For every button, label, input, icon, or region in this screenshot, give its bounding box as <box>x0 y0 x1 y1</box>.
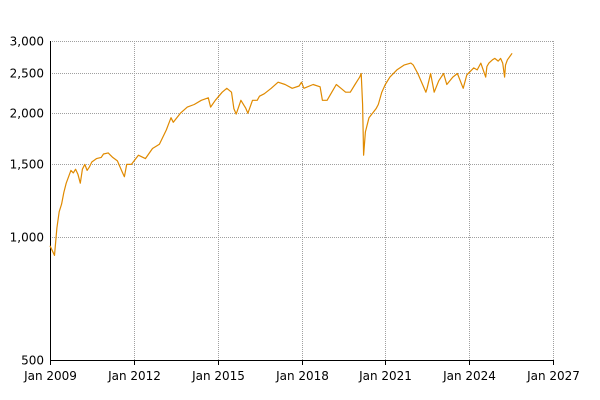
x-tick-label: Jan 2027 <box>526 369 580 383</box>
y-axis-tick-labels: 500 1,000 1,500 2,000 2,500 3,000 <box>10 35 44 368</box>
y-tick-label: 500 <box>21 354 44 368</box>
x-tick-label: Jan 2018 <box>275 369 329 383</box>
x-tick-label: Jan 2015 <box>191 369 245 383</box>
y-tick-label: 1,500 <box>10 158 44 172</box>
series-layer <box>49 52 513 256</box>
x-tick-label: Jan 2009 <box>23 369 77 383</box>
y-tick-label: 2,500 <box>10 67 44 81</box>
y-tick-label: 3,000 <box>10 35 44 49</box>
x-tick-label: Jan 2012 <box>107 369 161 383</box>
grid <box>50 41 554 365</box>
x-axis-tick-labels: Jan 2009 Jan 2012 Jan 2015 Jan 2018 Jan 2021… <box>23 369 580 383</box>
x-tick-label: Jan 2024 <box>442 369 496 383</box>
y-tick-label: 1,000 <box>10 231 44 245</box>
series-line <box>49 52 513 256</box>
x-tick-label: Jan 2021 <box>358 369 412 383</box>
y-tick-label: 2,000 <box>10 107 44 121</box>
